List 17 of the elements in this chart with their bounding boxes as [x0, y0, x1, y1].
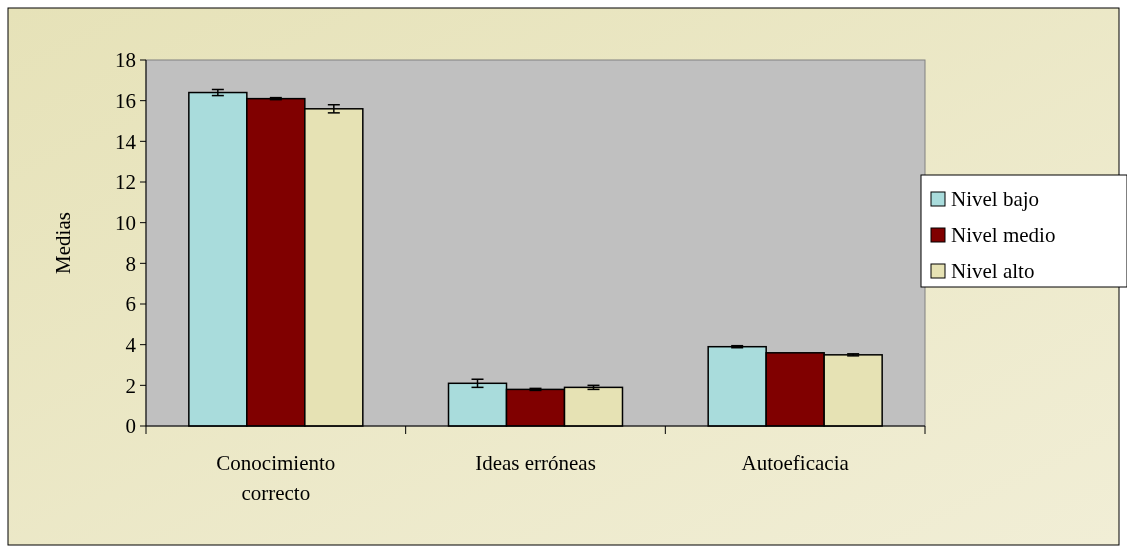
- y-tick-label: 16: [115, 89, 136, 114]
- legend-label: Nivel bajo: [951, 187, 1040, 212]
- y-tick-label: 12: [115, 170, 136, 195]
- y-tick-label: 0: [125, 414, 136, 439]
- x-tick-label: Ideas erróneas: [475, 451, 596, 475]
- y-tick-label: 8: [125, 251, 136, 276]
- y-tick-label: 18: [115, 48, 136, 73]
- y-tick-label: 6: [125, 292, 136, 317]
- y-tick-label: 14: [115, 129, 137, 154]
- x-tick-label: Conocimiento correcto: [216, 451, 336, 505]
- legend-label: Nivel alto: [951, 259, 1035, 284]
- y-tick-label: 10: [115, 211, 136, 236]
- y-tick-label: 4: [125, 333, 137, 358]
- y-axis-title: Medias: [51, 212, 75, 274]
- x-tick-label: Autoeficacia: [741, 451, 850, 475]
- legend-label: Nivel medio: [951, 223, 1056, 248]
- y-tick-label: 2: [125, 373, 136, 398]
